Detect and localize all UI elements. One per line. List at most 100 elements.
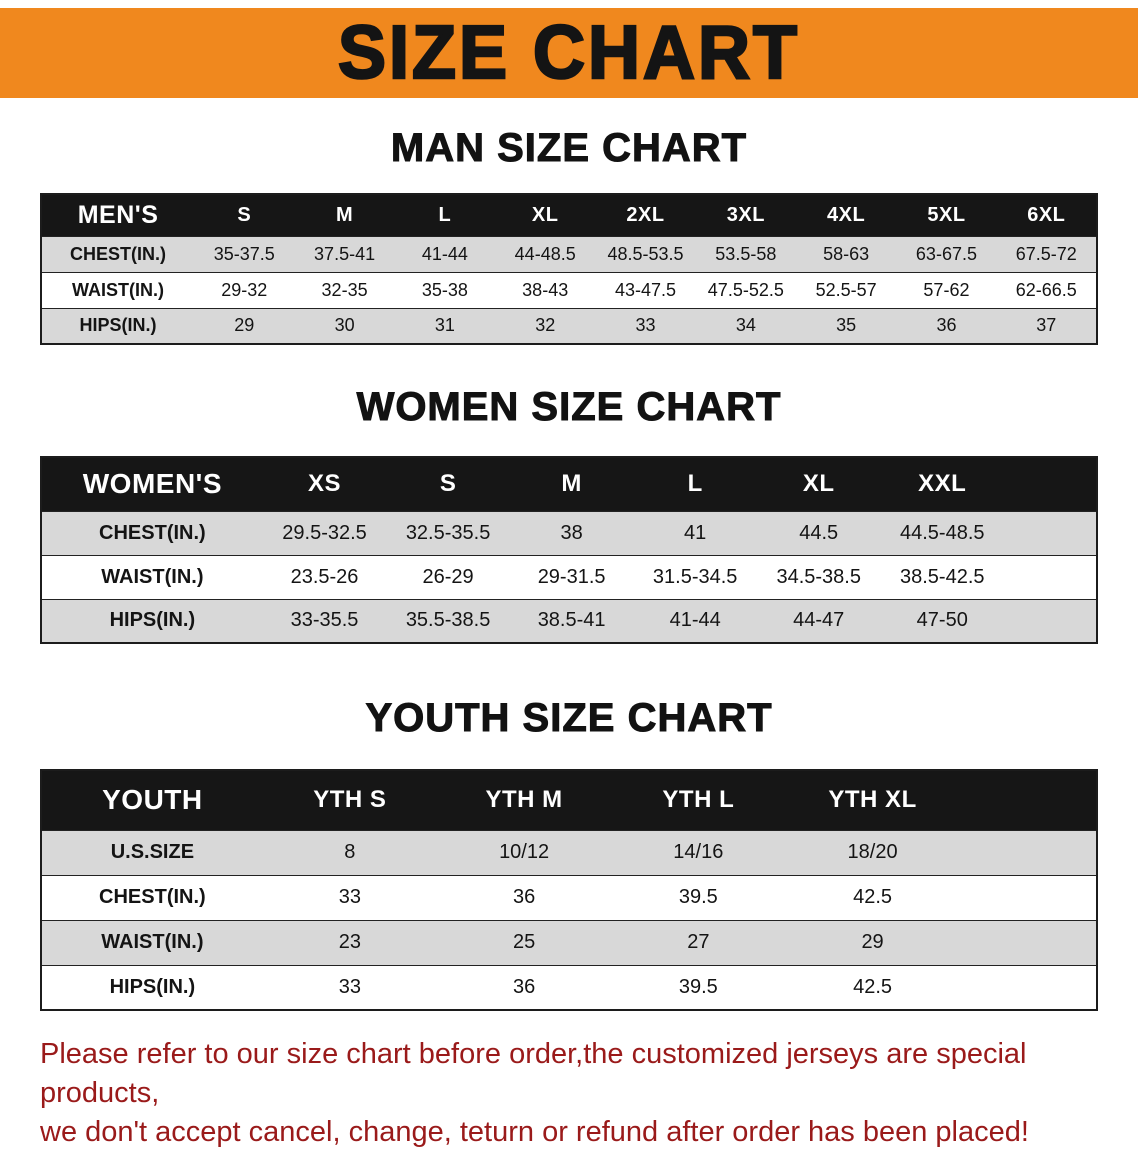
youth-u-s-size-yth-m: 10/12 (436, 829, 612, 876)
man-waist-in-6xl: 62-66.5 (996, 271, 1097, 309)
women-col-header-m: M (509, 457, 634, 511)
youth-header-spacer (959, 770, 1097, 830)
youth-col-header-yth-m: YTH M (436, 770, 612, 830)
man-row-waist-in: WAIST(IN.) 29-32 32-35 35-38 38-43 43-47.5 47.… (41, 271, 1097, 309)
man-col-header-l: L (394, 194, 496, 236)
youth-size-table: YOUTH YTH S YTH M YTH L YTH XL U.S.SIZE 8 10/12… (40, 769, 1098, 1011)
women-hips-in-xs: 33-35.5 (262, 598, 387, 644)
youth-col-header-yth-s: YTH S (262, 770, 437, 830)
women-group-label: WOMEN'S (41, 457, 263, 511)
man-hips-in-5xl: 36 (896, 307, 997, 345)
youth-chest-in-yth-s: 33 (262, 874, 437, 921)
youth-row-label-u-s-size: U.S.SIZE (41, 829, 263, 876)
women-row-label-chest-in: CHEST(IN.) (41, 510, 263, 556)
man-hips-in-2xl: 33 (595, 307, 696, 345)
man-hips-in-3xl: 34 (695, 307, 796, 345)
man-hips-in-m: 30 (294, 307, 395, 345)
women-row-waist-in: WAIST(IN.) 23.5-26 26-29 29-31.5 31.5-34.5 34… (41, 554, 1097, 600)
size-chart-banner: SIZE CHART (0, 8, 1138, 98)
man-chest-in-3xl: 53.5-58 (695, 235, 796, 273)
women-waist-in-l: 31.5-34.5 (633, 554, 757, 600)
man-col-header-xl: XL (495, 194, 596, 236)
women-col-header-s: S (386, 457, 510, 511)
man-col-header-m: M (294, 194, 395, 236)
man-hips-in-4xl: 35 (795, 307, 897, 345)
man-col-header-6xl: 6XL (996, 194, 1097, 236)
man-header-row: MEN'S S M L XL 2XL 3XL 4XL 5XL 6XL (41, 194, 1097, 236)
youth-chest-in-yth-l: 39.5 (611, 874, 786, 921)
youth-waist-in-yth-xl: 29 (785, 919, 960, 966)
youth-row-chest-in: CHEST(IN.) 33 36 39.5 42.5 (41, 874, 1097, 921)
youth-row-hips-in: HIPS(IN.) 33 36 39.5 42.5 (41, 964, 1097, 1011)
youth-hips-in-yth-xl: 42.5 (785, 964, 960, 1011)
women-chest-in-xs: 29.5-32.5 (262, 510, 387, 556)
women-row-spacer (1004, 510, 1097, 556)
women-col-header-xxl: XXL (880, 457, 1005, 511)
women-row-hips-in: HIPS(IN.) 33-35.5 35.5-38.5 38.5-41 41-44 44-… (41, 598, 1097, 644)
women-hips-in-xl: 44-47 (756, 598, 881, 644)
man-chest-in-m: 37.5-41 (294, 235, 395, 273)
youth-row-waist-in: WAIST(IN.) 23 25 27 29 (41, 919, 1097, 966)
man-chest-in-2xl: 48.5-53.5 (595, 235, 696, 273)
footer-line-2: we don't accept cancel, change, teturn o… (40, 1116, 1029, 1148)
women-col-header-l: L (633, 457, 757, 511)
youth-waist-in-yth-m: 25 (436, 919, 612, 966)
women-row-label-waist-in: WAIST(IN.) (41, 554, 263, 600)
man-hips-in-6xl: 37 (996, 307, 1097, 345)
man-chest-in-l: 41-44 (394, 235, 496, 273)
youth-row-label-hips-in: HIPS(IN.) (41, 964, 263, 1011)
women-waist-in-xxl: 38.5-42.5 (880, 554, 1005, 600)
man-hips-in-l: 31 (394, 307, 496, 345)
women-row-chest-in: CHEST(IN.) 29.5-32.5 32.5-35.5 38 41 44.5 44.5… (41, 510, 1097, 556)
women-row-label-hips-in: HIPS(IN.) (41, 598, 263, 644)
man-col-header-3xl: 3XL (695, 194, 796, 236)
man-section-title: MAN SIZE CHART (390, 126, 748, 171)
women-col-header-xs: XS (262, 457, 387, 511)
youth-row-spacer (959, 874, 1097, 921)
women-hips-in-xxl: 47-50 (880, 598, 1005, 644)
man-waist-in-l: 35-38 (394, 271, 496, 309)
man-chest-in-6xl: 67.5-72 (996, 235, 1097, 273)
youth-hips-in-yth-l: 39.5 (611, 964, 786, 1011)
man-chest-in-4xl: 58-63 (795, 235, 897, 273)
youth-chest-in-yth-m: 36 (436, 874, 612, 921)
women-waist-in-xs: 23.5-26 (262, 554, 387, 600)
youth-chest-in-yth-xl: 42.5 (785, 874, 960, 921)
youth-section-title: YOUTH SIZE CHART (365, 696, 773, 741)
women-size-chart-section: WOMEN SIZE CHART WOMEN'S XS S M L XL XXL CHEST(… (0, 385, 1138, 644)
women-waist-in-s: 26-29 (386, 554, 510, 600)
women-header-spacer (1004, 457, 1097, 511)
man-waist-in-2xl: 43-47.5 (595, 271, 696, 309)
man-row-chest-in: CHEST(IN.) 35-37.5 37.5-41 41-44 44-48.5 48.5… (41, 235, 1097, 273)
man-waist-in-m: 32-35 (294, 271, 395, 309)
youth-col-header-yth-xl: YTH XL (785, 770, 960, 830)
man-waist-in-3xl: 47.5-52.5 (695, 271, 796, 309)
youth-row-spacer (959, 964, 1097, 1011)
man-col-header-4xl: 4XL (795, 194, 897, 236)
women-row-spacer (1004, 554, 1097, 600)
women-row-spacer (1004, 598, 1097, 644)
man-row-hips-in: HIPS(IN.) 29 30 31 32 33 34 35 36 37 (41, 307, 1097, 345)
man-hips-in-s: 29 (194, 307, 295, 345)
footer-note: Please refer to our size chart before or… (40, 1035, 1098, 1152)
youth-hips-in-yth-s: 33 (262, 964, 437, 1011)
women-chest-in-xl: 44.5 (756, 510, 881, 556)
man-hips-in-xl: 32 (495, 307, 596, 345)
women-hips-in-m: 38.5-41 (509, 598, 634, 644)
man-chest-in-xl: 44-48.5 (495, 235, 596, 273)
man-waist-in-xl: 38-43 (495, 271, 596, 309)
man-size-chart-section: MAN SIZE CHART MEN'S S M L XL 2XL 3XL 4XL 5XL 6XL… (0, 126, 1138, 345)
man-row-label-waist-in: WAIST(IN.) (41, 271, 195, 309)
women-chest-in-l: 41 (633, 510, 757, 556)
youth-group-label: YOUTH (41, 770, 263, 830)
women-section-title: WOMEN SIZE CHART (356, 385, 782, 430)
man-col-header-5xl: 5XL (896, 194, 997, 236)
man-group-label: MEN'S (41, 194, 195, 236)
man-row-label-chest-in: CHEST(IN.) (41, 235, 195, 273)
women-chest-in-xxl: 44.5-48.5 (880, 510, 1005, 556)
women-size-table: WOMEN'S XS S M L XL XXL CHEST(IN.) 29.5-32.5 32.5… (40, 456, 1098, 644)
man-row-label-hips-in: HIPS(IN.) (41, 307, 195, 345)
women-col-header-xl: XL (756, 457, 881, 511)
women-chest-in-s: 32.5-35.5 (386, 510, 510, 556)
youth-hips-in-yth-m: 36 (436, 964, 612, 1011)
